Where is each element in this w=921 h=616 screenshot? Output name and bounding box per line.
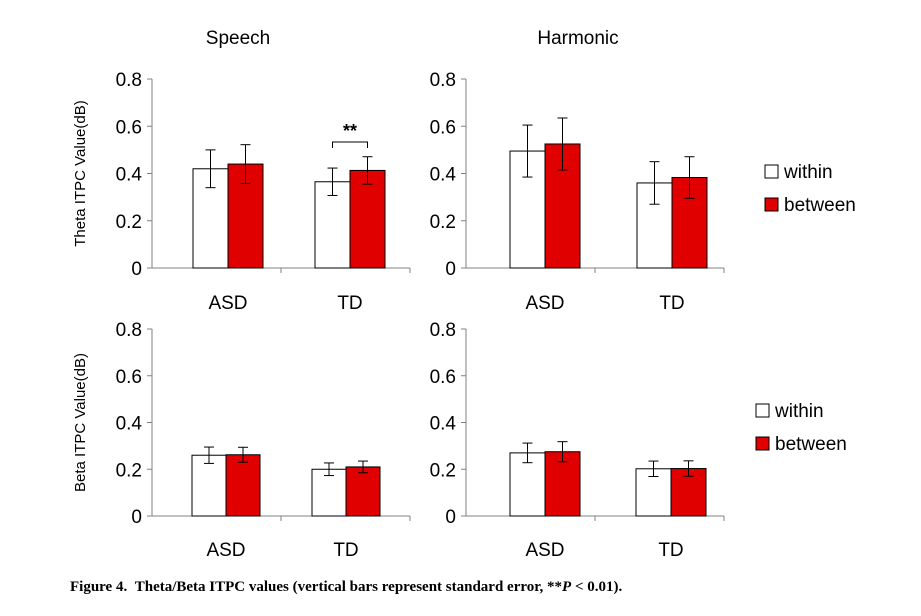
x-category-label: TD	[659, 293, 684, 314]
y-tick-label: 0.4	[116, 165, 143, 186]
y-tick-label: 0.6	[116, 117, 142, 138]
legend-label-between: between	[775, 434, 847, 455]
y-tick-label: 0.2	[430, 212, 456, 233]
figure-4-chart: Speech Theta ITPC Value(dB) 0 0.2 0.4 0.6 0.8 A…	[72, 28, 856, 561]
chart-panel-2: Harmonic 0 0.2 0.4 0.6 0.8 ASD TD within between	[430, 28, 856, 314]
legend-swatch-between	[755, 436, 770, 451]
significance-marker: **	[343, 121, 357, 141]
chart-panel-1: Speech Theta ITPC Value(dB) 0 0.2 0.4 0.6 0.8 A…	[72, 28, 411, 314]
legend-label-within: within	[783, 162, 833, 183]
significance-bracket	[332, 141, 368, 148]
y-tick-label: 0.2	[430, 460, 456, 481]
caption-p-rest: < 0.01).	[571, 579, 623, 595]
bar-within-asd	[509, 452, 546, 517]
figure-caption: Figure 4. Theta/Beta ITPC values (vertic…	[70, 579, 622, 596]
panel-title: Harmonic	[537, 28, 618, 49]
legend-label-between: between	[784, 195, 856, 216]
caption-text: Theta/Beta ITPC values (vertical bars re…	[134, 579, 563, 595]
y-tick-label: 0	[131, 507, 142, 528]
panel-title: Speech	[206, 28, 270, 49]
y-tick-label: 0.4	[116, 414, 143, 435]
legend-swatch-between	[764, 197, 779, 212]
y-tick-label: 0.8	[116, 320, 142, 341]
legend: within between	[755, 401, 847, 455]
legend-swatch-within	[755, 403, 770, 418]
y-tick-label: 0.4	[430, 414, 457, 435]
caption-label: Figure 4.	[70, 579, 128, 595]
y-tick-label: 0	[445, 259, 456, 280]
chart-panel-3: Beta ITPC Value(dB) 0 0.2 0.4 0.6 0.8 ASD TD	[72, 320, 411, 561]
x-category-label: ASD	[208, 293, 247, 314]
y-tick-label: 0.2	[116, 460, 142, 481]
bar-between-asd	[225, 454, 261, 517]
caption-p-symbol: P	[562, 579, 572, 595]
y-axis-label: Beta ITPC Value(dB)	[72, 353, 89, 492]
y-tick-label: 0.4	[430, 165, 457, 186]
bar-between-td	[349, 169, 386, 269]
legend: within between	[764, 162, 856, 216]
y-tick-label: 0	[445, 507, 456, 528]
y-tick-label: 0.2	[116, 212, 142, 233]
bar-within-td	[314, 181, 351, 269]
x-category-label: TD	[333, 540, 358, 561]
y-tick-label: 0.8	[116, 70, 142, 91]
x-category-label: TD	[337, 293, 362, 314]
y-tick-label: 0.8	[430, 70, 456, 91]
y-axis-label: Theta ITPC Value(dB)	[72, 100, 89, 246]
legend-swatch-within	[764, 164, 779, 179]
y-tick-label: 0.6	[116, 367, 142, 388]
chart-panel-4: 0 0.2 0.4 0.6 0.8 ASD TD within between	[430, 320, 847, 561]
x-category-label: TD	[658, 540, 683, 561]
legend-label-within: within	[774, 401, 824, 422]
y-tick-label: 0	[131, 259, 142, 280]
bar-within-td	[311, 468, 347, 517]
y-tick-label: 0.6	[430, 367, 456, 388]
x-category-label: ASD	[525, 540, 564, 561]
y-tick-label: 0.6	[430, 117, 456, 138]
y-tick-label: 0.8	[430, 320, 456, 341]
x-category-label: ASD	[206, 540, 245, 561]
bar-between-td	[345, 466, 381, 517]
bar-within-asd	[191, 454, 227, 517]
x-category-label: ASD	[525, 293, 564, 314]
